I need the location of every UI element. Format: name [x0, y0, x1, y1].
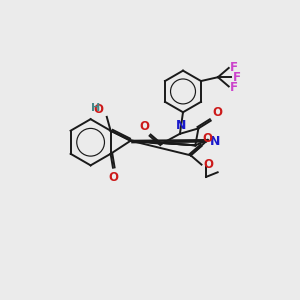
Text: O: O [202, 132, 212, 145]
Text: F: F [232, 71, 241, 84]
Text: O: O [203, 158, 213, 171]
Text: H: H [92, 103, 100, 113]
Text: F: F [230, 81, 238, 94]
Text: O: O [139, 120, 149, 133]
Text: F: F [230, 61, 238, 74]
Text: N: N [176, 119, 186, 132]
Text: O: O [109, 171, 119, 184]
Text: N: N [210, 135, 220, 148]
Text: O: O [94, 103, 104, 116]
Text: O: O [212, 106, 222, 119]
